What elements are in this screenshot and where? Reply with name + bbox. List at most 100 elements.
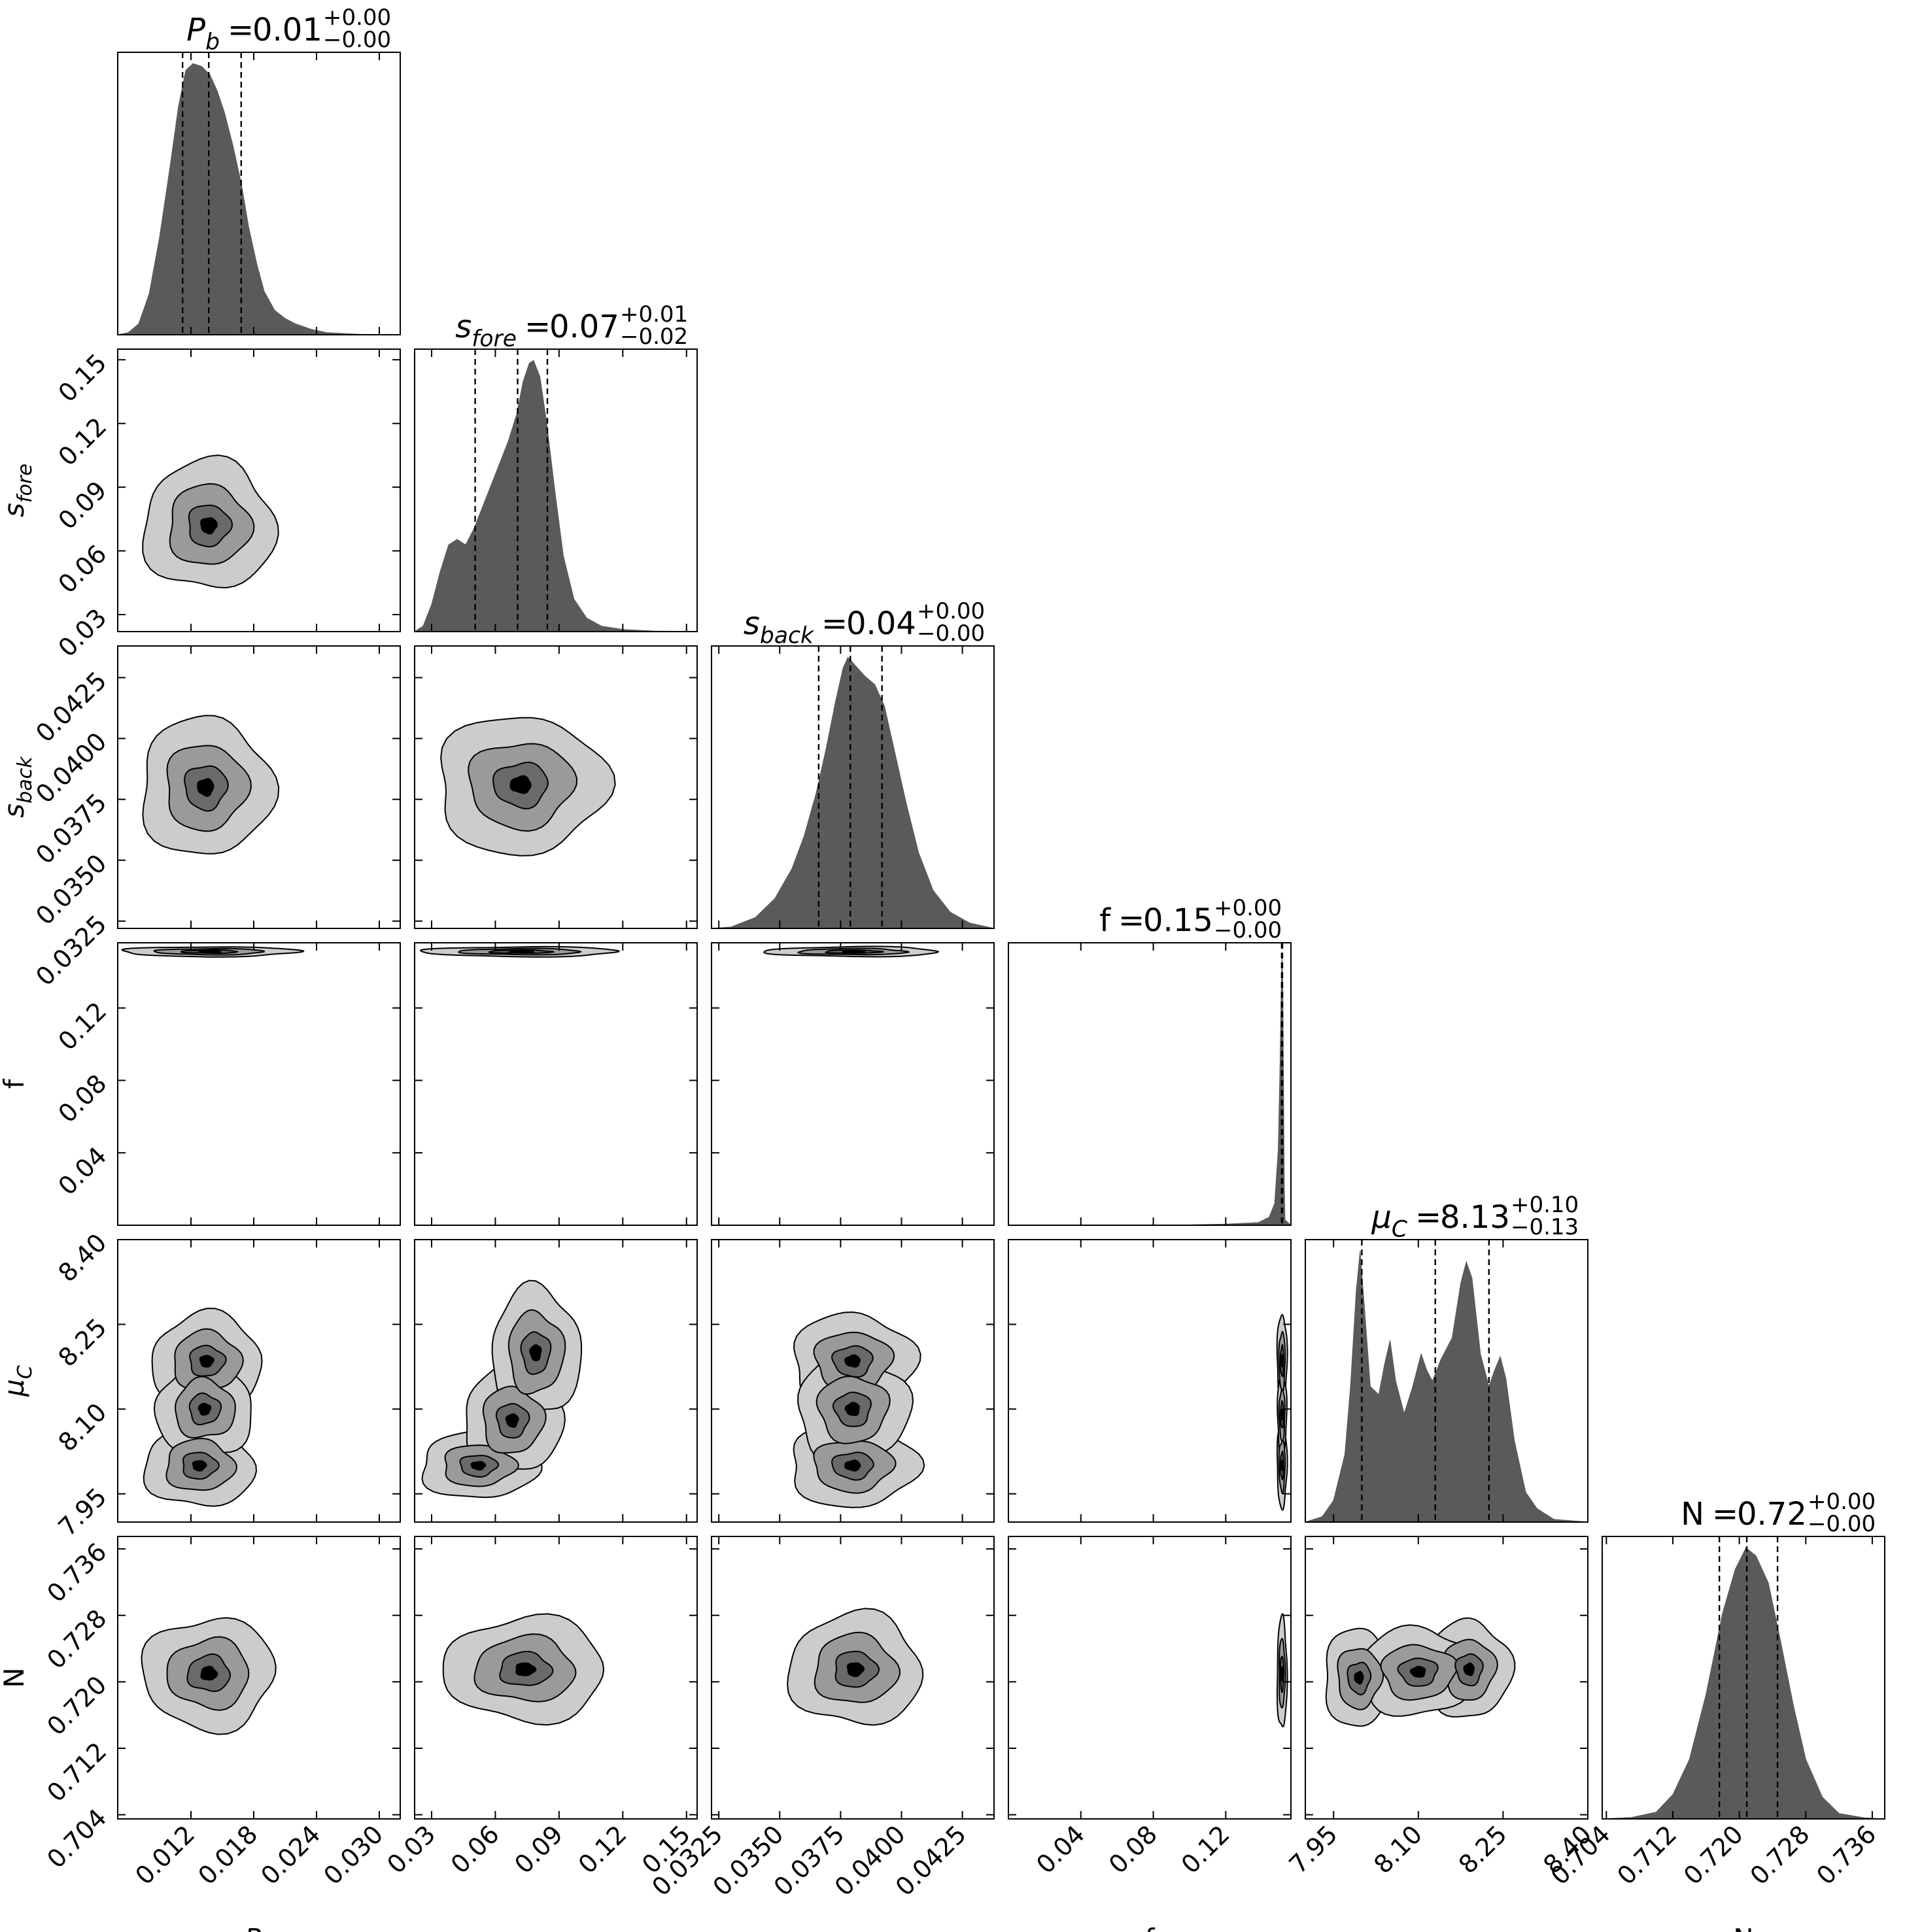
ticks-2-3: [712, 943, 994, 1225]
density-panel-f-muc: [1008, 1239, 1292, 1523]
title-value: 0.01: [252, 12, 322, 48]
ticks-4-4: [1333, 1240, 1588, 1522]
y-tick-label: 8.25: [52, 1313, 112, 1372]
x-tick-label: 0.018: [192, 1820, 263, 1890]
contour-level-4: [470, 1461, 487, 1471]
y-tick-label: 0.712: [41, 1737, 112, 1807]
contour-level-4: [1280, 1353, 1284, 1368]
axis-symbol: P: [186, 12, 205, 48]
title-value: 0.15: [1143, 902, 1213, 939]
density-panel-sfore-n: [414, 1536, 698, 1820]
contour-level-4: [529, 1344, 542, 1361]
y-axis-label: f: [0, 1078, 30, 1089]
axis-subscript: b: [205, 29, 220, 55]
title-minus: −0.00: [1214, 917, 1282, 943]
title-plus: +0.10: [1511, 1192, 1579, 1218]
title-plus: +0.00: [1214, 895, 1282, 921]
y-axis-label: N: [0, 1667, 30, 1687]
axis-symbol: s: [0, 804, 30, 818]
contour-level-4: [515, 1662, 537, 1676]
title-minus: −0.02: [620, 324, 688, 350]
y-tick-label: 8.40: [52, 1228, 112, 1287]
axis-subscript: back: [760, 622, 815, 649]
panel-frame: [117, 645, 401, 929]
axis-symbol: f: [0, 1078, 30, 1089]
y-tick-label: 0.728: [41, 1604, 112, 1674]
title-equals: =: [821, 605, 848, 642]
x-tick-label: 0.12: [573, 1820, 632, 1879]
panel-background: [1008, 1536, 1291, 1819]
density-panel-pb-sfore: [117, 348, 401, 632]
ticks-1-5: [415, 1536, 697, 1819]
svg-text:f: f: [1099, 902, 1111, 939]
y-tick-label: 0.04: [52, 1142, 112, 1201]
title-equals: =: [524, 309, 551, 345]
hist-panel-pb: Pb =0.01 +0.00−0.00: [117, 5, 401, 335]
x-tick-label: 0.12: [1176, 1820, 1235, 1879]
density-panel-pb-muc: [117, 1239, 401, 1523]
ticks-2-2: [718, 646, 963, 928]
panel-frame: [414, 1536, 698, 1820]
hist-panel-n: N =0.72 +0.00−0.00: [1602, 1489, 1885, 1820]
x-axis-label: Pb: [245, 1923, 274, 1932]
contour-level-4: [1280, 1408, 1284, 1421]
axis-symbol: s: [822, 1923, 836, 1932]
contour-level-4: [1280, 1666, 1284, 1682]
contour-level-4: [509, 775, 532, 794]
contour-level-4: [200, 1665, 218, 1681]
x-tick-label: 0.012: [129, 1820, 200, 1890]
contour-level-4: [200, 517, 218, 535]
y-tick-label: 0.704: [41, 1803, 112, 1874]
axis-symbol: s: [0, 503, 30, 517]
panel-frame: [414, 645, 698, 929]
contour-level-4: [844, 1354, 861, 1368]
title-value: 0.72: [1737, 1496, 1807, 1533]
title-plus: +0.00: [917, 598, 985, 624]
axis-subscript: fore: [472, 326, 517, 352]
contour-level-4: [197, 1402, 212, 1416]
hist-panel-sback: sback =0.04 +0.00−0.00: [711, 598, 995, 929]
title-muc: μC =8.13 +0.10−0.13: [1371, 1192, 1579, 1242]
title-sback: sback =0.04 +0.00−0.00: [744, 598, 985, 649]
density-panel-muc-n: [1305, 1536, 1588, 1820]
contour-level-4: [846, 1662, 865, 1678]
panel-frame: [1305, 1239, 1588, 1523]
contour-level-4: [507, 950, 535, 953]
panel-frame: [1008, 1239, 1292, 1523]
x-tick-label: 0.08: [1103, 1820, 1163, 1879]
axis-symbol: s: [529, 1923, 543, 1932]
panel-frame: [711, 645, 995, 929]
panel-frame: [117, 1239, 401, 1523]
x-tick-label: 0.030: [318, 1820, 388, 1890]
title-equals: =: [1712, 1496, 1738, 1533]
contour-level-4: [505, 1413, 519, 1428]
y-tick-label: 0.15: [52, 348, 112, 408]
axis-symbol: s: [455, 309, 472, 345]
density-panel-sback-f: [711, 942, 995, 1226]
ticks-1-3: [415, 943, 697, 1225]
x-tick-label: 0.712: [1611, 1820, 1682, 1890]
contour-level-4: [197, 778, 215, 797]
title-plus: +0.00: [1808, 1489, 1876, 1515]
axis-symbol: N: [1733, 1923, 1753, 1932]
ticks-2-5: [712, 1536, 994, 1819]
x-tick-label: 0.09: [509, 1820, 568, 1879]
title-value: 0.04: [846, 605, 916, 642]
axis-symbol: N: [0, 1667, 30, 1687]
x-tick-label: 7.95: [1284, 1820, 1343, 1879]
title-minus: −0.00: [323, 27, 391, 53]
title-minus: −0.13: [1511, 1214, 1579, 1240]
title-equals: =: [1118, 902, 1144, 939]
x-tick-label: 8.25: [1453, 1820, 1513, 1879]
axis-subscript: C: [14, 1365, 37, 1379]
x-tick-label: 0.06: [445, 1820, 505, 1879]
contour-level-4: [844, 1402, 860, 1416]
y-axis-label: sfore: [0, 464, 37, 517]
y-axis-label: sback: [0, 756, 37, 818]
panel-frame: [414, 942, 698, 1226]
